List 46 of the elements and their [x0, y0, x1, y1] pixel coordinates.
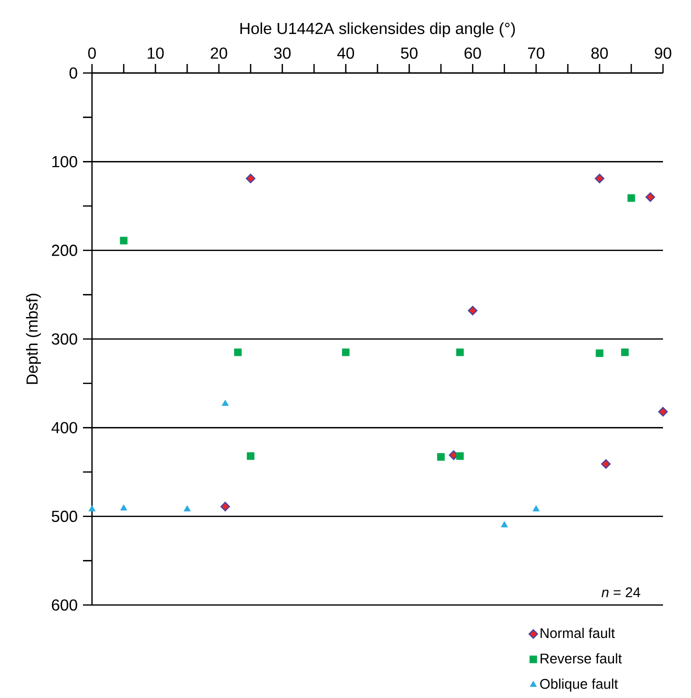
point: [621, 348, 629, 356]
y-tick-label: 300: [52, 333, 78, 345]
y-tick-label: 400: [51, 422, 78, 434]
y-tick-label: 100: [52, 156, 78, 168]
point: [601, 459, 611, 469]
point: [658, 406, 668, 416]
point: [646, 192, 656, 202]
point: [456, 348, 464, 356]
point: [184, 505, 191, 512]
y-tick-label: 500: [52, 510, 78, 522]
point: [627, 194, 636, 202]
y-tick-label: 200: [52, 244, 78, 256]
point: [342, 348, 350, 356]
legend-label: Normal fault: [540, 628, 615, 638]
x-tick-label: 90: [654, 47, 672, 59]
legend-label: Reverse fault: [540, 653, 622, 664]
point: [468, 306, 478, 316]
point: [220, 502, 230, 512]
point: [532, 505, 540, 512]
x-tick-label: 0: [88, 47, 96, 59]
annotation: n = 24: [602, 587, 640, 598]
legend-label: Oblique fault: [540, 678, 618, 692]
point: [246, 452, 254, 460]
point: [594, 174, 604, 184]
point: [246, 174, 256, 184]
point: [596, 349, 604, 357]
point: [456, 452, 464, 460]
point: [500, 521, 508, 528]
y-tick-label: 0: [70, 67, 78, 79]
x-tick-label: 60: [464, 47, 481, 59]
x-tick-label: 40: [337, 47, 354, 59]
point: [88, 505, 96, 512]
point: [222, 400, 229, 406]
x-tick-label: 80: [591, 47, 608, 59]
x-tick-label: 20: [210, 47, 228, 59]
point: [120, 236, 128, 244]
x-tick-label: 10: [148, 47, 164, 59]
point: [120, 504, 128, 510]
x-tick-label: 70: [528, 47, 544, 59]
point: [234, 348, 242, 356]
x-axis-title: Hole U1442A slickensides dip angle (°): [240, 22, 515, 38]
point: [437, 453, 445, 461]
y-tick-label: 600: [52, 599, 78, 611]
x-tick-label: 50: [400, 47, 418, 59]
y-axis-title: Depth (mbsf): [26, 294, 41, 384]
x-tick-label: 30: [274, 47, 291, 59]
